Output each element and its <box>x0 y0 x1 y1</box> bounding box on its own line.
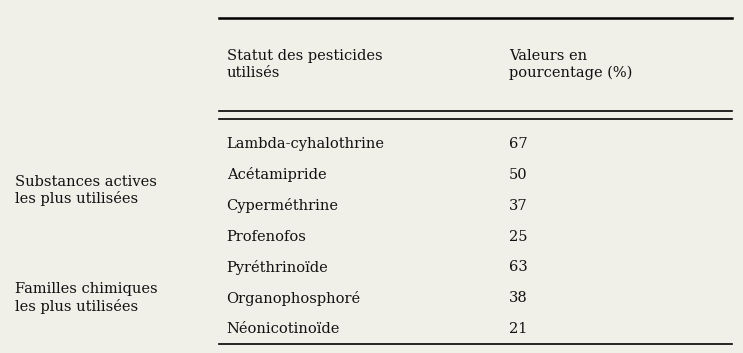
Text: 37: 37 <box>509 199 528 213</box>
Text: Familles chimiques
les plus utilisées: Familles chimiques les plus utilisées <box>15 282 158 314</box>
Text: Statut des pesticides
utilisés: Statut des pesticides utilisés <box>227 49 382 79</box>
Text: Lambda-cyhalothrine: Lambda-cyhalothrine <box>227 137 385 151</box>
Text: Organophosphoré: Organophosphoré <box>227 291 361 306</box>
Text: 63: 63 <box>509 260 528 274</box>
Text: Acétamipride: Acétamipride <box>227 167 326 183</box>
Text: Cyperméthrine: Cyperméthrine <box>227 198 339 213</box>
Text: Substances actives
les plus utilisées: Substances actives les plus utilisées <box>15 175 157 206</box>
Text: 50: 50 <box>509 168 528 182</box>
Text: Profenofos: Profenofos <box>227 229 307 244</box>
Text: 67: 67 <box>509 137 528 151</box>
Text: 38: 38 <box>509 291 528 305</box>
Text: Pyréthrinoïde: Pyréthrinoïde <box>227 260 328 275</box>
Text: 25: 25 <box>509 229 528 244</box>
Text: 21: 21 <box>509 322 528 336</box>
Text: Valeurs en
pourcentage (%): Valeurs en pourcentage (%) <box>509 49 632 80</box>
Text: Néonicotinoïde: Néonicotinoïde <box>227 322 340 336</box>
